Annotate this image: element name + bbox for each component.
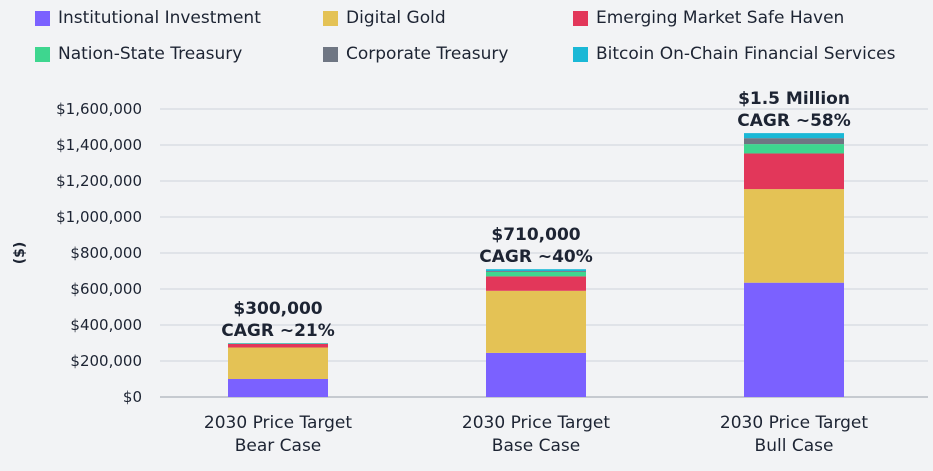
chart-legend: Institutional Investment Digital Gold Emer… [0,0,933,80]
bar-segment [228,347,328,379]
legend-label: Nation-State Treasury [58,44,243,64]
legend-swatch [35,10,50,26]
y-tick-label: $1,600,000 [56,100,142,118]
x-tick-label: 2030 Price Target [462,413,610,433]
y-axis-label: ($) [12,242,28,265]
bar-segment [486,276,586,291]
legend-swatch [573,10,588,26]
legend-item: Institutional Investment [35,8,261,28]
bar-segment [744,138,844,145]
bar-segment [744,133,844,139]
y-tick-label: $1,400,000 [56,136,142,154]
bar-segment [744,189,844,283]
legend-label: Digital Gold [346,8,446,28]
bar-segment [744,282,844,397]
legend-item: Emerging Market Safe Haven [573,8,844,28]
y-tick-label: $0 [123,388,142,406]
y-tick-label: $1,000,000 [56,208,142,226]
legend-label: Emerging Market Safe Haven [596,8,845,28]
bar-cagr-label: CAGR ~21% [221,321,335,341]
bar-segment [486,271,586,272]
legend-item: Corporate Treasury [323,44,508,64]
y-tick-label: $400,000 [70,316,142,334]
bar-cagr-label: CAGR ~40% [479,247,593,267]
legend-item: Bitcoin On-Chain Financial Services [573,44,895,64]
x-tick-label: Base Case [492,436,580,456]
y-tick-label: $600,000 [70,280,142,298]
legend-item: Nation-State Treasury [35,44,242,64]
x-tick-label: 2030 Price Target [720,413,868,433]
y-tick-label: $800,000 [70,244,142,262]
legend-item: Digital Gold [323,8,446,28]
x-tick-label: 2030 Price Target [204,413,352,433]
bar-segment [744,153,844,190]
legend-swatch [323,10,338,26]
y-tick-label: $200,000 [70,352,142,370]
y-tick-label: $1,200,000 [56,172,142,190]
legend-label: Bitcoin On-Chain Financial Services [596,44,896,64]
legend-swatch [573,46,588,62]
bar-segment [228,379,328,397]
bar-segment [486,269,586,271]
bar-total-label: $710,000 [491,225,580,245]
bar-segment [744,144,844,154]
legend-swatch [35,46,50,62]
bar-total-label: $1.5 Million [738,89,850,109]
bar-cagr-label: CAGR ~58% [737,111,851,131]
legend-swatch [323,46,338,62]
bar-segment [486,271,586,277]
bar-total-label: $300,000 [233,299,322,319]
bar-segment [486,352,586,397]
x-tick-label: Bull Case [755,436,834,456]
bar-segment [486,290,586,353]
legend-label: Corporate Treasury [346,44,509,64]
legend-label: Institutional Investment [58,8,261,28]
bar-segment [228,343,328,348]
x-tick-label: Bear Case [235,436,322,456]
